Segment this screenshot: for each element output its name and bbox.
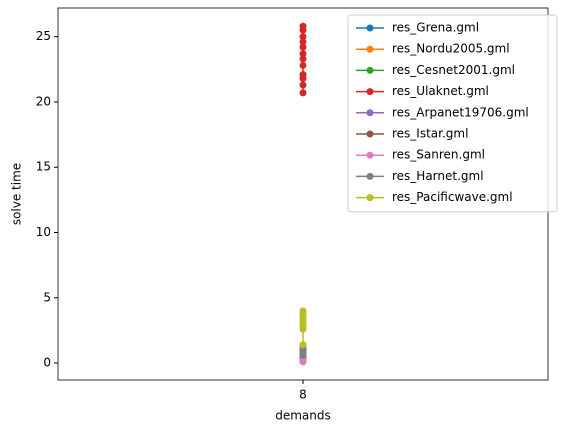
point	[299, 341, 307, 349]
legend-label: res_Pacificwave.gml	[392, 190, 513, 204]
point	[299, 38, 307, 46]
legend-marker	[366, 66, 374, 74]
legend-marker	[366, 194, 374, 202]
y-tick-label: 15	[36, 160, 51, 174]
point	[299, 71, 307, 79]
y-tick-label: 0	[43, 356, 51, 370]
legend-marker	[366, 172, 374, 180]
point	[299, 356, 307, 364]
y-tick-label: 20	[36, 94, 51, 108]
y-tick-label: 5	[43, 290, 51, 304]
legend-marker	[366, 24, 374, 32]
y-axis-label: solve time	[10, 163, 24, 225]
legend-label: res_Sanren.gml	[392, 148, 485, 162]
legend-label: res_Grena.gml	[392, 21, 479, 35]
point	[299, 50, 307, 58]
point	[299, 81, 307, 89]
legend-marker	[366, 88, 374, 96]
point	[299, 43, 307, 51]
point	[299, 61, 307, 69]
legend-marker	[366, 151, 374, 159]
y-tick-label: 10	[36, 225, 51, 239]
legend-marker	[366, 109, 374, 117]
point	[299, 22, 307, 30]
legend-label: res_Nordu2005.gml	[392, 42, 510, 56]
point	[299, 307, 307, 315]
legend-label: res_Cesnet2001.gml	[392, 63, 515, 77]
legend-label: res_Istar.gml	[392, 127, 468, 141]
point	[299, 89, 307, 97]
x-axis-label: demands	[275, 409, 331, 423]
x-tick-label: 8	[299, 388, 307, 402]
legend-label: res_Arpanet19706.gml	[392, 105, 529, 119]
point	[299, 33, 307, 41]
y-tick-label: 25	[36, 29, 51, 43]
point	[299, 55, 307, 63]
legend-label: res_Ulaknet.gml	[392, 84, 489, 98]
legend-marker	[366, 45, 374, 53]
legend-marker	[366, 130, 374, 138]
legend-label: res_Harnet.gml	[392, 169, 484, 183]
legend: res_Grena.gml res_Nordu2005.gml res_Cesnet…	[347, 14, 558, 213]
legend-box	[347, 14, 558, 213]
